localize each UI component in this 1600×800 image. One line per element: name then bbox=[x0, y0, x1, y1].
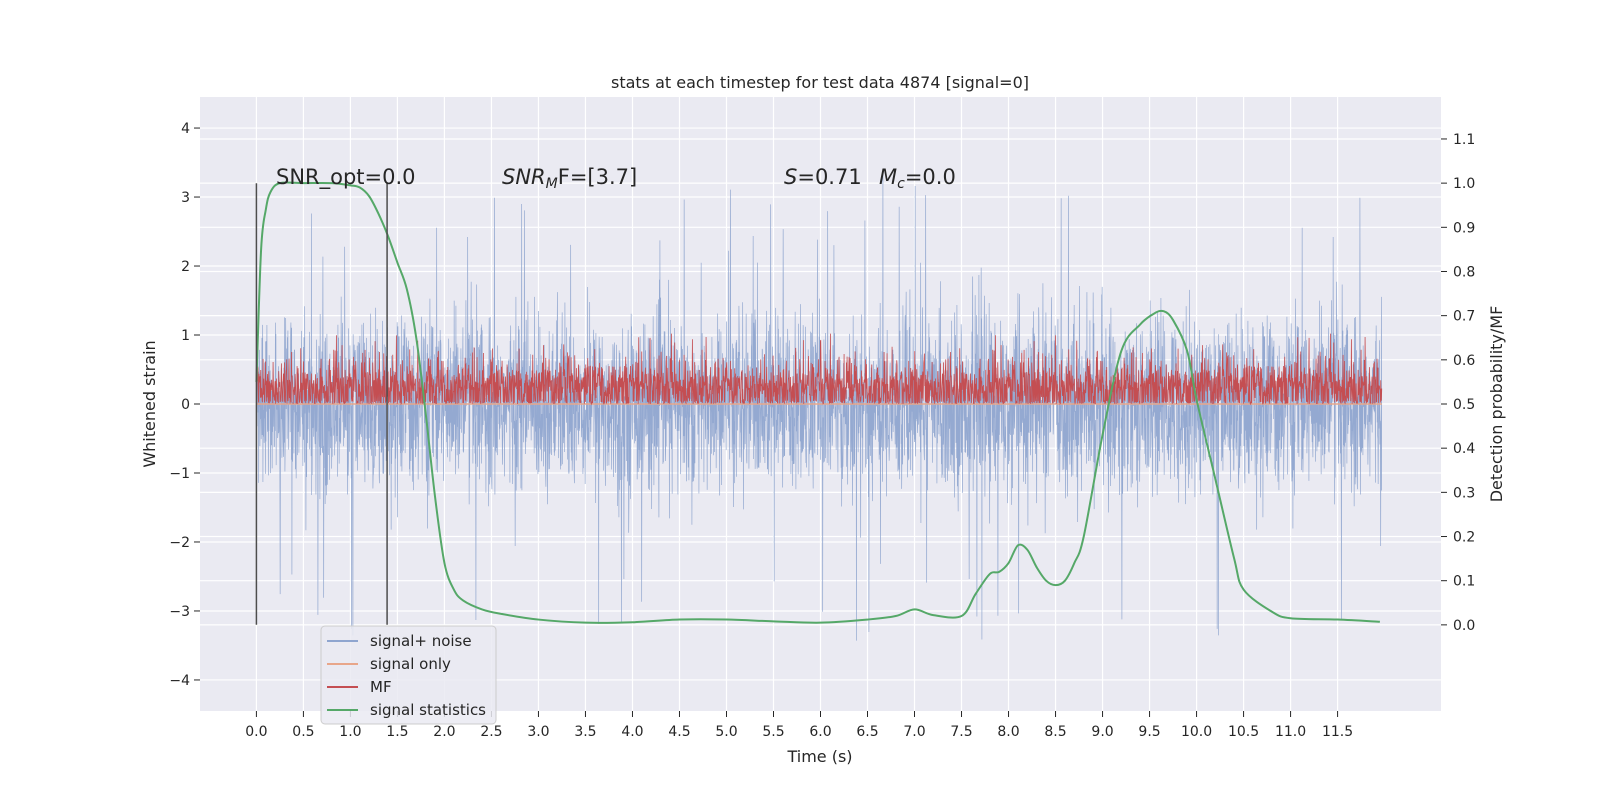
annotation-s-rest: =0.71 bbox=[797, 165, 861, 189]
series-signal-statistics bbox=[255, 181, 1380, 624]
annotation-snr-mf: SNRMF=[3.7] bbox=[502, 165, 637, 192]
x-tick-label-7: 3.5 bbox=[574, 724, 596, 740]
y-right-tick-label-2: 0.2 bbox=[1453, 530, 1475, 546]
annotation-mc-rest: =0.0 bbox=[905, 165, 956, 189]
series-mf bbox=[256, 333, 1383, 406]
y-axis-label-left: Whitened strain bbox=[140, 340, 159, 467]
annotation-s-base: S bbox=[784, 165, 797, 189]
x-tick-label-11: 5.5 bbox=[762, 724, 784, 740]
x-axis-ticks: 0.0 0.5 1.0 1.5 2.0 2.5 3.0 3.5 4.0 4.5 5.0 5.5 6.0 6… bbox=[245, 711, 1353, 740]
annotation-snr-mf-base: SNR bbox=[502, 165, 546, 189]
x-tick-label-13: 6.5 bbox=[856, 724, 878, 740]
chart-title: stats at each timestep for test data 487… bbox=[611, 73, 1029, 92]
annotation-mc-sub: c bbox=[897, 176, 905, 192]
x-tick-label-5: 2.5 bbox=[480, 724, 502, 740]
annotation-mc-base: M bbox=[879, 165, 897, 189]
annotation-mc: Mc=0.0 bbox=[879, 165, 956, 192]
y-left-tick-label-4: 0 bbox=[181, 397, 190, 413]
x-axis-label: Time (s) bbox=[786, 747, 852, 766]
x-tick-label-2: 1.0 bbox=[339, 724, 361, 740]
x-tick-label-17: 8.5 bbox=[1044, 724, 1066, 740]
y-left-tick-label-3: −1 bbox=[169, 466, 190, 482]
x-tick-label-4: 2.0 bbox=[433, 724, 455, 740]
right-axis-ticks: 0.0 0.1 0.2 0.3 0.4 0.5 0.6 0.7 0.8 0.9 1.0 1.1 bbox=[1441, 132, 1475, 634]
legend-label-3: signal statistics bbox=[370, 701, 486, 719]
y-right-tick-label-1: 0.1 bbox=[1453, 574, 1475, 590]
annotation-snr-mf-rest: F=[3.7] bbox=[558, 165, 637, 189]
vertical-markers bbox=[255, 183, 388, 625]
x-tick-label-23: 11.5 bbox=[1322, 724, 1353, 740]
y-right-tick-label-10: 1.0 bbox=[1453, 176, 1475, 192]
y-left-tick-label-5: 1 bbox=[181, 328, 190, 344]
y-right-tick-label-4: 0.4 bbox=[1453, 441, 1475, 457]
x-tick-label-6: 3.0 bbox=[527, 724, 549, 740]
y-left-tick-label-2: −2 bbox=[169, 535, 190, 551]
x-tick-label-12: 6.0 bbox=[809, 724, 831, 740]
x-tick-label-19: 9.5 bbox=[1138, 724, 1160, 740]
x-tick-label-0: 0.0 bbox=[245, 724, 267, 740]
legend-label-1: signal only bbox=[370, 655, 451, 673]
x-tick-label-9: 4.5 bbox=[668, 724, 690, 740]
legend-label-0: signal+ noise bbox=[370, 632, 472, 650]
x-tick-label-3: 1.5 bbox=[386, 724, 408, 740]
y-right-tick-label-3: 0.3 bbox=[1453, 485, 1475, 501]
annotation-snr-mf-sub: M bbox=[546, 176, 558, 192]
y-right-tick-label-5: 0.5 bbox=[1453, 397, 1475, 413]
left-axis-ticks: −4 −3 −2 −1 0 1 2 3 4 bbox=[169, 121, 200, 689]
y-axis-label-right: Detection probability/MF bbox=[1487, 306, 1506, 503]
y-right-tick-label-11: 1.1 bbox=[1453, 132, 1475, 148]
x-tick-label-10: 5.0 bbox=[715, 724, 737, 740]
x-tick-label-1: 0.5 bbox=[292, 724, 314, 740]
y-left-tick-label-7: 3 bbox=[181, 190, 190, 206]
x-tick-label-16: 8.0 bbox=[997, 724, 1019, 740]
y-right-tick-label-8: 0.8 bbox=[1453, 264, 1475, 280]
x-tick-label-21: 10.5 bbox=[1228, 724, 1259, 740]
y-left-tick-label-6: 2 bbox=[181, 259, 190, 275]
annotation-snr-opt: SNR_opt=0.0 bbox=[276, 165, 416, 190]
y-right-tick-label-9: 0.9 bbox=[1453, 220, 1475, 236]
y-left-tick-label-8: 4 bbox=[181, 121, 190, 137]
y-right-tick-label-7: 0.7 bbox=[1453, 309, 1475, 325]
annotations: SNR_opt=0.0 SNRMF=[3.7] S=0.71 Mc=0.0 bbox=[276, 165, 956, 192]
y-right-tick-label-6: 0.6 bbox=[1453, 353, 1475, 369]
y-left-tick-label-1: −3 bbox=[169, 604, 190, 620]
x-tick-label-18: 9.0 bbox=[1091, 724, 1113, 740]
legend-box bbox=[320, 625, 497, 725]
x-tick-label-8: 4.0 bbox=[621, 724, 643, 740]
series-layer bbox=[255, 170, 1383, 641]
legend: signal+ noise signal only MF signal statist… bbox=[320, 625, 497, 725]
y-right-tick-label-0: 0.0 bbox=[1453, 618, 1475, 634]
annotation-s: S=0.71 bbox=[784, 165, 862, 189]
legend-label-2: MF bbox=[370, 678, 392, 696]
x-tick-label-22: 11.0 bbox=[1275, 724, 1306, 740]
x-tick-label-15: 7.5 bbox=[950, 724, 972, 740]
x-tick-label-14: 7.0 bbox=[903, 724, 925, 740]
x-tick-label-20: 10.0 bbox=[1181, 724, 1212, 740]
y-left-tick-label-0: −4 bbox=[169, 673, 190, 689]
